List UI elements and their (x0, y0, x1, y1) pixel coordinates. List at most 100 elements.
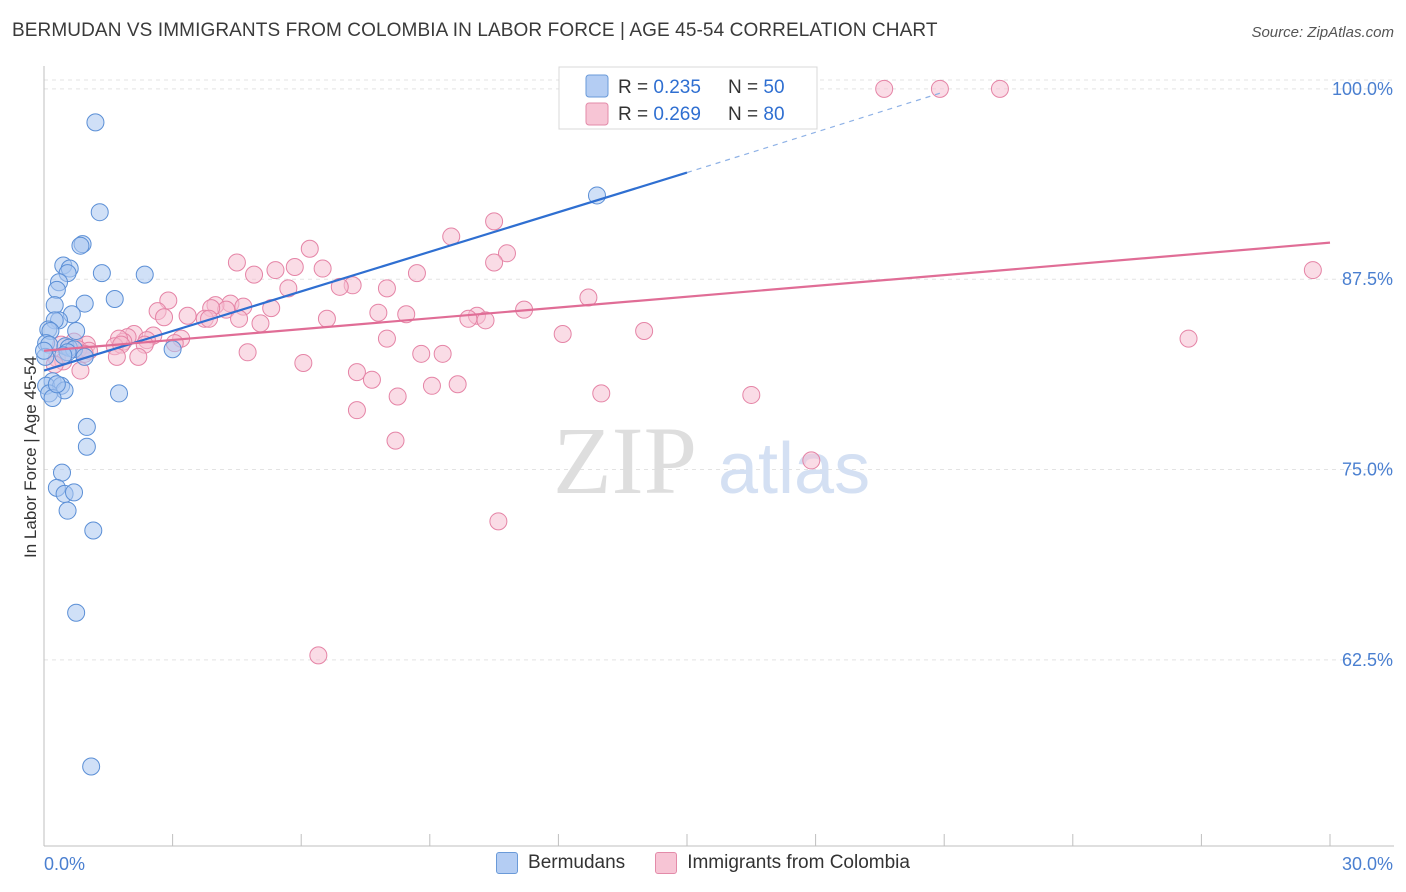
colombia-point-71 (294, 353, 313, 372)
trend-line-bermudans (43, 171, 688, 372)
series-immigrants-from-colombia (45, 79, 1322, 665)
bermudans-point-46 (67, 603, 86, 622)
source-label: Source: ZipAtlas.com (1251, 24, 1394, 41)
colombia-point-8 (485, 253, 504, 272)
bermudans-point-12 (45, 296, 64, 315)
colombia-point-6 (300, 239, 319, 258)
trend-line-colombia (43, 241, 1331, 352)
colombia-point-42 (553, 325, 572, 344)
colombia-point-12 (245, 265, 264, 284)
colombia-point-74 (422, 376, 441, 395)
colombia-point-19 (159, 291, 178, 310)
y-tick-label-3: 62.5% (1342, 650, 1393, 670)
bermudans-point-1 (90, 203, 109, 222)
correlation-legend: R = 0.235 N = 50 R = 0.269 N = 80 (558, 66, 818, 130)
bermudans-point-37 (47, 375, 66, 394)
colombia-point-62 (238, 343, 257, 362)
bermudans-point-8 (135, 265, 154, 284)
colombia-point-54 (377, 329, 396, 348)
svg-text:N = 80: N = 80 (728, 104, 785, 125)
colombia-point-80 (386, 431, 405, 450)
legend-swatch-bermudans (585, 74, 609, 98)
legend-item-bermudans: Bermudans (496, 852, 625, 874)
colombia-point-15 (279, 279, 298, 298)
colombia-point-10 (313, 259, 332, 278)
trend-line-bermudans-extension (686, 91, 945, 174)
gridlines (44, 79, 1394, 661)
colombia-point-0 (875, 79, 894, 98)
y-tick-label-2: 75.0% (1342, 460, 1393, 480)
bermudans-point-39 (77, 437, 96, 456)
colombia-point-30 (369, 303, 388, 322)
colombia-point-40 (251, 314, 270, 333)
watermark-atlas: atlas (718, 429, 870, 509)
colombia-point-66 (129, 347, 148, 366)
colombia-point-72 (347, 363, 366, 382)
legend-r-value-2: 0.269 (653, 104, 701, 125)
legend-r-value-1: 0.235 (653, 77, 701, 98)
legend-swatch-bermudans-bottom (496, 852, 519, 874)
x-tick-labels: 0.0% 30.0% (44, 854, 1393, 874)
colombia-point-2 (990, 79, 1009, 98)
colombia-point-41 (635, 321, 654, 340)
colombia-point-9 (285, 258, 304, 277)
colombia-point-38 (476, 311, 495, 330)
colombia-point-3 (485, 212, 504, 231)
colombia-point-31 (397, 305, 416, 324)
axes (43, 66, 1394, 847)
bermudans-point-11 (105, 289, 124, 308)
x-tick-label-0: 0.0% (44, 854, 85, 874)
colombia-point-7 (227, 253, 246, 272)
colombia-point-81 (802, 451, 821, 470)
legend-swatch-colombia-bottom (655, 852, 678, 874)
bermudans-point-13 (75, 294, 94, 313)
legend-n-label-1: N = (728, 77, 763, 98)
chart-title: BERMUDAN VS IMMIGRANTS FROM COLOMBIA IN … (12, 20, 938, 41)
colombia-point-78 (742, 385, 761, 404)
colombia-point-75 (448, 375, 467, 394)
svg-text:R = 0.235: R = 0.235 (618, 77, 701, 98)
bermudans-point-44 (58, 501, 77, 520)
bermudans-point-47 (82, 757, 101, 776)
colombia-point-82 (489, 512, 508, 531)
legend-r-label-1: R = (618, 77, 653, 98)
colombia-point-64 (433, 344, 452, 363)
colombia-point-5 (497, 244, 516, 263)
series-bermudans (35, 113, 606, 776)
colombia-point-79 (347, 401, 366, 420)
legend-label-bermudans: Bermudans (528, 852, 626, 873)
svg-text:R = 0.269: R = 0.269 (618, 104, 701, 125)
colombia-point-55 (1179, 329, 1198, 348)
colombia-point-34 (155, 308, 174, 327)
bermudans-point-36 (110, 384, 129, 403)
svg-text:N = 50: N = 50 (728, 77, 785, 98)
legend-n-label-2: N = (728, 104, 763, 125)
colombia-point-63 (412, 344, 431, 363)
colombia-point-18 (1303, 261, 1322, 280)
bermudans-point-3 (71, 236, 90, 255)
bermudans-point-40 (53, 463, 72, 482)
colombia-point-73 (362, 370, 381, 389)
colombia-point-39 (317, 309, 336, 328)
legend-n-value-1: 50 (763, 77, 784, 98)
colombia-point-32 (178, 306, 197, 325)
colombia-point-1 (930, 79, 949, 98)
watermark-zip: ZIP (553, 407, 697, 514)
y-tick-labels: 100.0% 87.5% 75.0% 62.5% (1332, 79, 1393, 670)
colombia-point-76 (388, 387, 407, 406)
colombia-point-77 (592, 384, 611, 403)
bermudans-point-0 (86, 113, 105, 132)
series-legend: Bermudans Immigrants from Colombia (0, 852, 1406, 874)
bermudans-point-38 (77, 417, 96, 436)
legend-n-value-2: 80 (763, 104, 784, 125)
bermudans-point-43 (65, 483, 84, 502)
bermudans-point-19 (67, 321, 86, 340)
y-tick-label-0: 100.0% (1332, 79, 1393, 99)
trend-lines (43, 91, 1331, 372)
colombia-point-11 (266, 261, 285, 280)
legend-r-label-2: R = (618, 104, 653, 125)
colombia-point-17 (377, 279, 396, 298)
x-tick-label-1: 30.0% (1342, 854, 1393, 874)
colombia-point-37 (459, 309, 478, 328)
